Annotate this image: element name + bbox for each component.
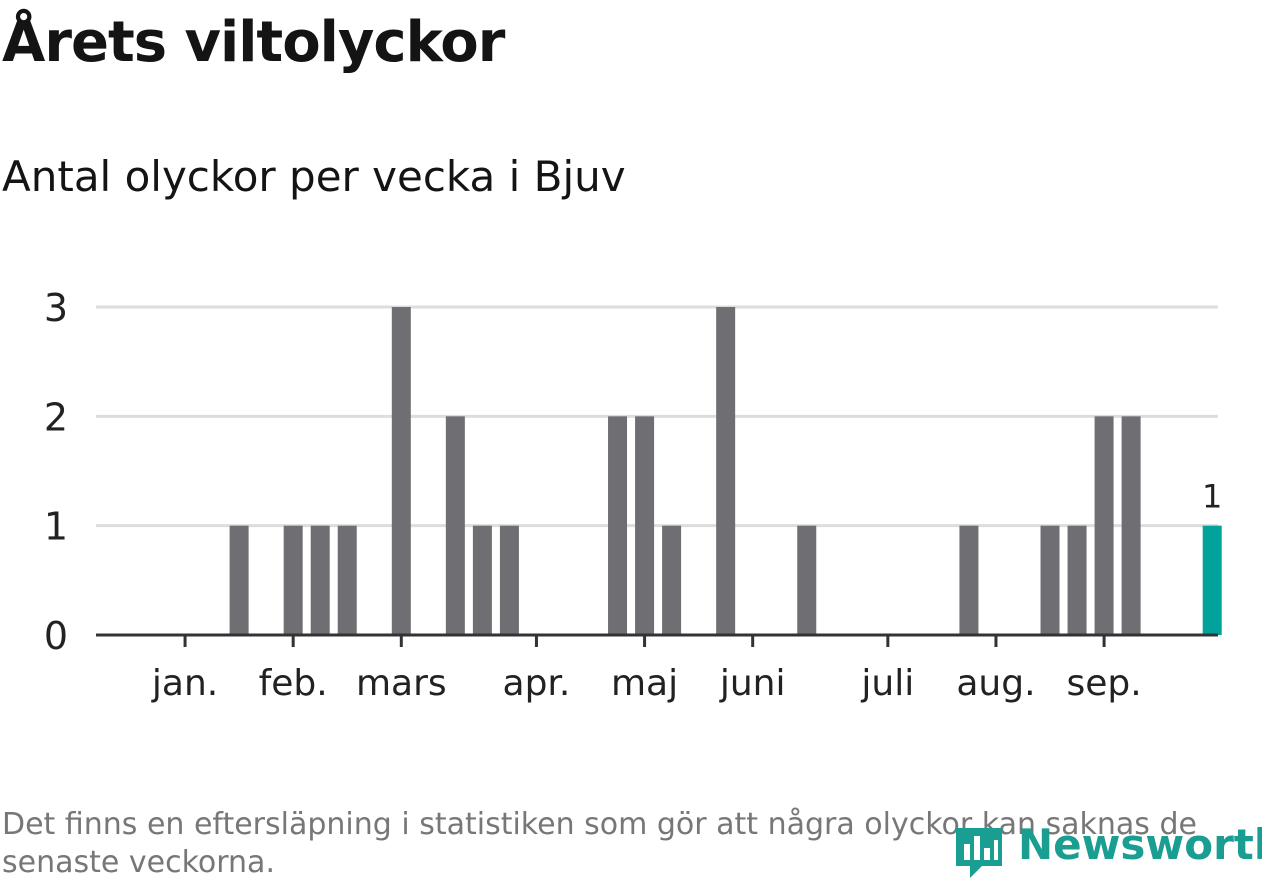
x-tick-label: juni: [719, 663, 786, 704]
bar: [635, 416, 655, 635]
x-tick-label: feb.: [259, 663, 328, 704]
newsworthy-logo-icon: [956, 828, 1002, 878]
bar: [283, 525, 303, 635]
y-tick-label: 1: [44, 505, 68, 549]
chart-title: Årets viltolyckor: [2, 10, 505, 75]
bar-chart: 0 1 2 3 1 jan. feb. mars apr. maj juni juli aug. sep.: [44, 286, 1223, 704]
bars: [229, 307, 1222, 635]
bar: [1040, 525, 1060, 635]
bar: [499, 525, 519, 635]
bar: [1067, 525, 1087, 635]
y-tick-label: 0: [44, 614, 68, 658]
bar: [391, 307, 411, 635]
bar: [337, 525, 357, 635]
x-tick-label: jan.: [151, 663, 218, 704]
x-tick-label: mars: [356, 663, 447, 704]
x-tick-label: juli: [860, 663, 914, 704]
bar-highlight: [1202, 525, 1222, 635]
bar: [229, 525, 249, 635]
bar: [959, 525, 979, 635]
bar: [310, 525, 330, 635]
y-tick-label: 2: [44, 395, 68, 439]
bar: [716, 307, 736, 635]
bar: [472, 525, 492, 635]
bar: [662, 525, 682, 635]
x-tick-label: maj: [611, 663, 678, 704]
gridlines: [96, 305, 1218, 528]
bar: [1121, 416, 1141, 635]
bar: [608, 416, 628, 635]
chart-subtitle: Antal olyckor per vecka i Bjuv: [2, 152, 626, 201]
x-tick-label: sep.: [1066, 663, 1141, 704]
logo-text: Newsworthy: [1018, 820, 1262, 869]
bar: [1094, 416, 1114, 635]
axis-labels: 0 1 2 3 1 jan. feb. mars apr. maj juni juli aug. sep.: [44, 286, 1223, 704]
bar: [797, 525, 817, 635]
bar: [445, 416, 465, 635]
newsworthy-logo: Newsworthy: [950, 818, 1262, 878]
data-label: 1: [1202, 478, 1222, 516]
x-tick-label: apr.: [503, 663, 571, 704]
x-tick-label: aug.: [956, 663, 1035, 704]
y-tick-label: 3: [44, 286, 68, 330]
x-axis: [96, 633, 1218, 647]
